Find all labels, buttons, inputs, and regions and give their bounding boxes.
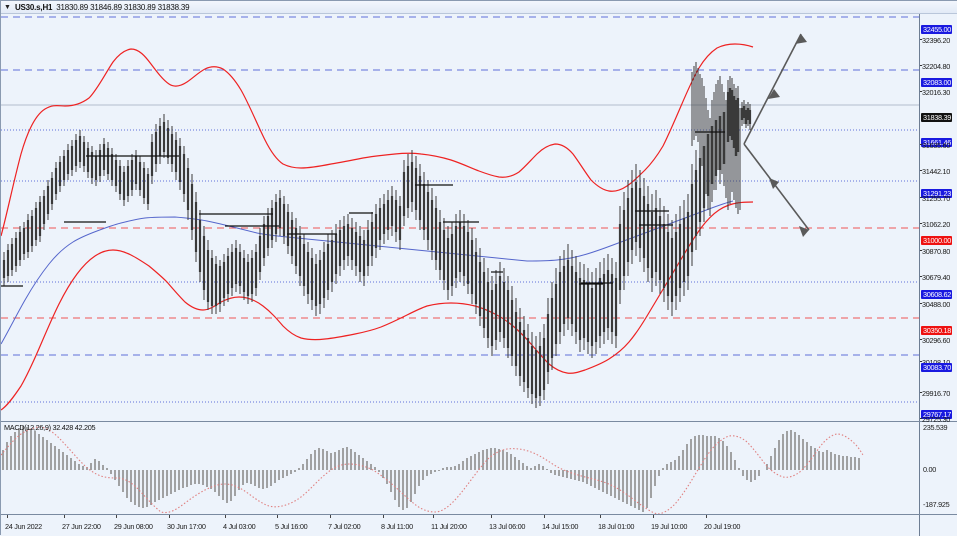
price-level-label[interactable]: 30350.18: [921, 326, 953, 335]
time-tick-mark-icon: [383, 515, 384, 518]
price-tick: 30488.00: [920, 300, 951, 309]
time-tick-mark-icon: [491, 515, 492, 518]
time-tick-mark-icon: [64, 515, 65, 518]
price-tick: 31635.60: [920, 141, 951, 150]
time-tick-label: 19 Jul 10:00: [651, 522, 688, 531]
time-tick-label: 13 Jul 06:00: [489, 522, 526, 531]
time-tick-mark-icon: [330, 515, 331, 518]
tick-mark-icon: [920, 276, 922, 277]
time-tick-label: 14 Jul 15:00: [542, 522, 579, 531]
macd-background: [1, 422, 919, 514]
price-tick: 32016.30: [920, 88, 951, 97]
price-plot-area[interactable]: [1, 14, 919, 421]
time-axis[interactable]: 24 Jun 2022 27 Jun 22:00 29 Jun 08:00 30 Ju…: [1, 514, 957, 536]
time-tick-label: 18 Jul 01:00: [598, 522, 635, 531]
price-tick: 30679.40: [920, 273, 951, 282]
symbol-label: US30.s,H1: [14, 2, 53, 12]
price-tick: 32396.20: [920, 36, 951, 45]
tick-mark-icon: [920, 303, 922, 304]
price-tick: 31442.10: [920, 167, 951, 176]
candlestick-series: [2, 62, 752, 408]
time-tick-mark-icon: [7, 515, 8, 518]
price-level-label[interactable]: 31000.00: [921, 236, 953, 245]
price-tick: 29916.70: [920, 389, 951, 398]
price-tick: 29725.30: [920, 415, 951, 424]
tick-mark-icon: [920, 170, 922, 171]
forecast-arrows[interactable]: [743, 33, 810, 237]
macd-signal-line: [1, 426, 864, 514]
tick-mark-icon: [920, 223, 922, 224]
price-tick: 30296.60: [920, 336, 951, 345]
macd-chart-svg: [1, 422, 919, 514]
up-arrow-mid-head-icon: [768, 89, 780, 99]
ohlc-values: 31830.89 31846.89 31830.89 31838.39: [56, 2, 190, 12]
down-arrow-head-icon: [799, 226, 809, 237]
price-chart-svg: [1, 14, 919, 421]
price-level-label[interactable]: 31291.23: [921, 189, 953, 198]
tick-mark-icon: [920, 339, 922, 340]
time-tick-label: 30 Jun 17:00: [167, 522, 206, 531]
time-tick-label: 29 Jun 08:00: [114, 522, 153, 531]
time-tick-label: 4 Jul 03:00: [223, 522, 256, 531]
time-tick-mark-icon: [433, 515, 434, 518]
time-tick-mark-icon: [225, 515, 226, 518]
time-tick-mark-icon: [706, 515, 707, 518]
time-tick-label: 7 Jul 02:00: [328, 522, 361, 531]
tick-mark-icon: [920, 144, 922, 145]
time-tick-mark-icon: [277, 515, 278, 518]
price-level-label[interactable]: 32455.00: [921, 25, 953, 34]
price-level-markers[interactable]: [1, 131, 725, 287]
time-tick-label: 24 Jun 2022: [5, 522, 42, 531]
price-tick: 32204.80: [920, 62, 951, 71]
tick-mark-icon: [920, 39, 922, 40]
price-level-label[interactable]: 29767.17: [921, 410, 953, 419]
up-arrow-head-icon: [795, 34, 807, 44]
time-tick-label: 8 Jul 11:00: [381, 522, 413, 531]
time-tick-mark-icon: [544, 515, 545, 518]
price-tick: 30108.10: [920, 359, 950, 366]
price-tick: 31062.20: [920, 220, 951, 229]
price-tick: 30870.80: [920, 247, 951, 256]
macd-pane[interactable]: MACD(12,26,9) 32.428 42.205: [1, 422, 957, 514]
caret-down-icon[interactable]: ▼: [4, 3, 11, 11]
down-arrow[interactable]: [743, 143, 810, 231]
price-level-label[interactable]: 32083.00: [921, 78, 953, 87]
macd-caption: MACD(12,26,9) 32.428 42.205: [4, 423, 96, 432]
bollinger-lower-band: [1, 201, 754, 411]
price-pane[interactable]: 32455.00 32396.20 32204.80 32083.00 32016.30…: [1, 14, 957, 424]
tick-mark-icon: [920, 361, 922, 362]
down-arrow-mid-head-icon: [769, 178, 779, 189]
price-level-label[interactable]: 30608.62: [921, 290, 953, 299]
bollinger-upper-band: [1, 43, 754, 237]
axis-corner: [919, 515, 957, 536]
up-arrow[interactable]: [743, 33, 802, 145]
time-tick-mark-icon: [653, 515, 654, 518]
macd-tick: -187.925: [923, 500, 950, 509]
time-tick-label: 5 Jul 16:00: [275, 522, 308, 531]
time-tick-label: 11 Jul 20:00: [431, 522, 467, 531]
tick-mark-icon: [920, 418, 922, 419]
macd-tick: 235.539: [923, 423, 948, 432]
price-level-label[interactable]: 31661.46: [921, 138, 953, 147]
macd-tick: 0.00: [923, 465, 937, 474]
time-tick-mark-icon: [169, 515, 170, 518]
tick-mark-icon: [920, 392, 922, 393]
chart-titlebar: ▼ US30.s,H1 31830.89 31846.89 31830.89 3…: [1, 1, 957, 14]
price-tick: 31255.70: [920, 194, 951, 203]
tick-mark-icon: [920, 91, 922, 92]
tick-mark-icon: [920, 65, 922, 66]
macd-axis: 235.539 0.00 -187.925: [919, 422, 957, 514]
time-tick-mark-icon: [116, 515, 117, 518]
time-tick-label: 27 Jun 22:00: [62, 522, 101, 531]
time-tick-label: 20 Jul 19:00: [704, 522, 741, 531]
time-tick-mark-icon: [600, 515, 601, 518]
macd-plot-area[interactable]: [1, 422, 919, 514]
tick-mark-icon: [920, 197, 922, 198]
tick-mark-icon: [920, 250, 922, 251]
price-level-label[interactable]: 30083.70: [921, 363, 953, 372]
price-axis[interactable]: 32455.00 32396.20 32204.80 32083.00 32016.30…: [919, 14, 957, 424]
current-price-label[interactable]: 31838.39: [921, 113, 953, 122]
